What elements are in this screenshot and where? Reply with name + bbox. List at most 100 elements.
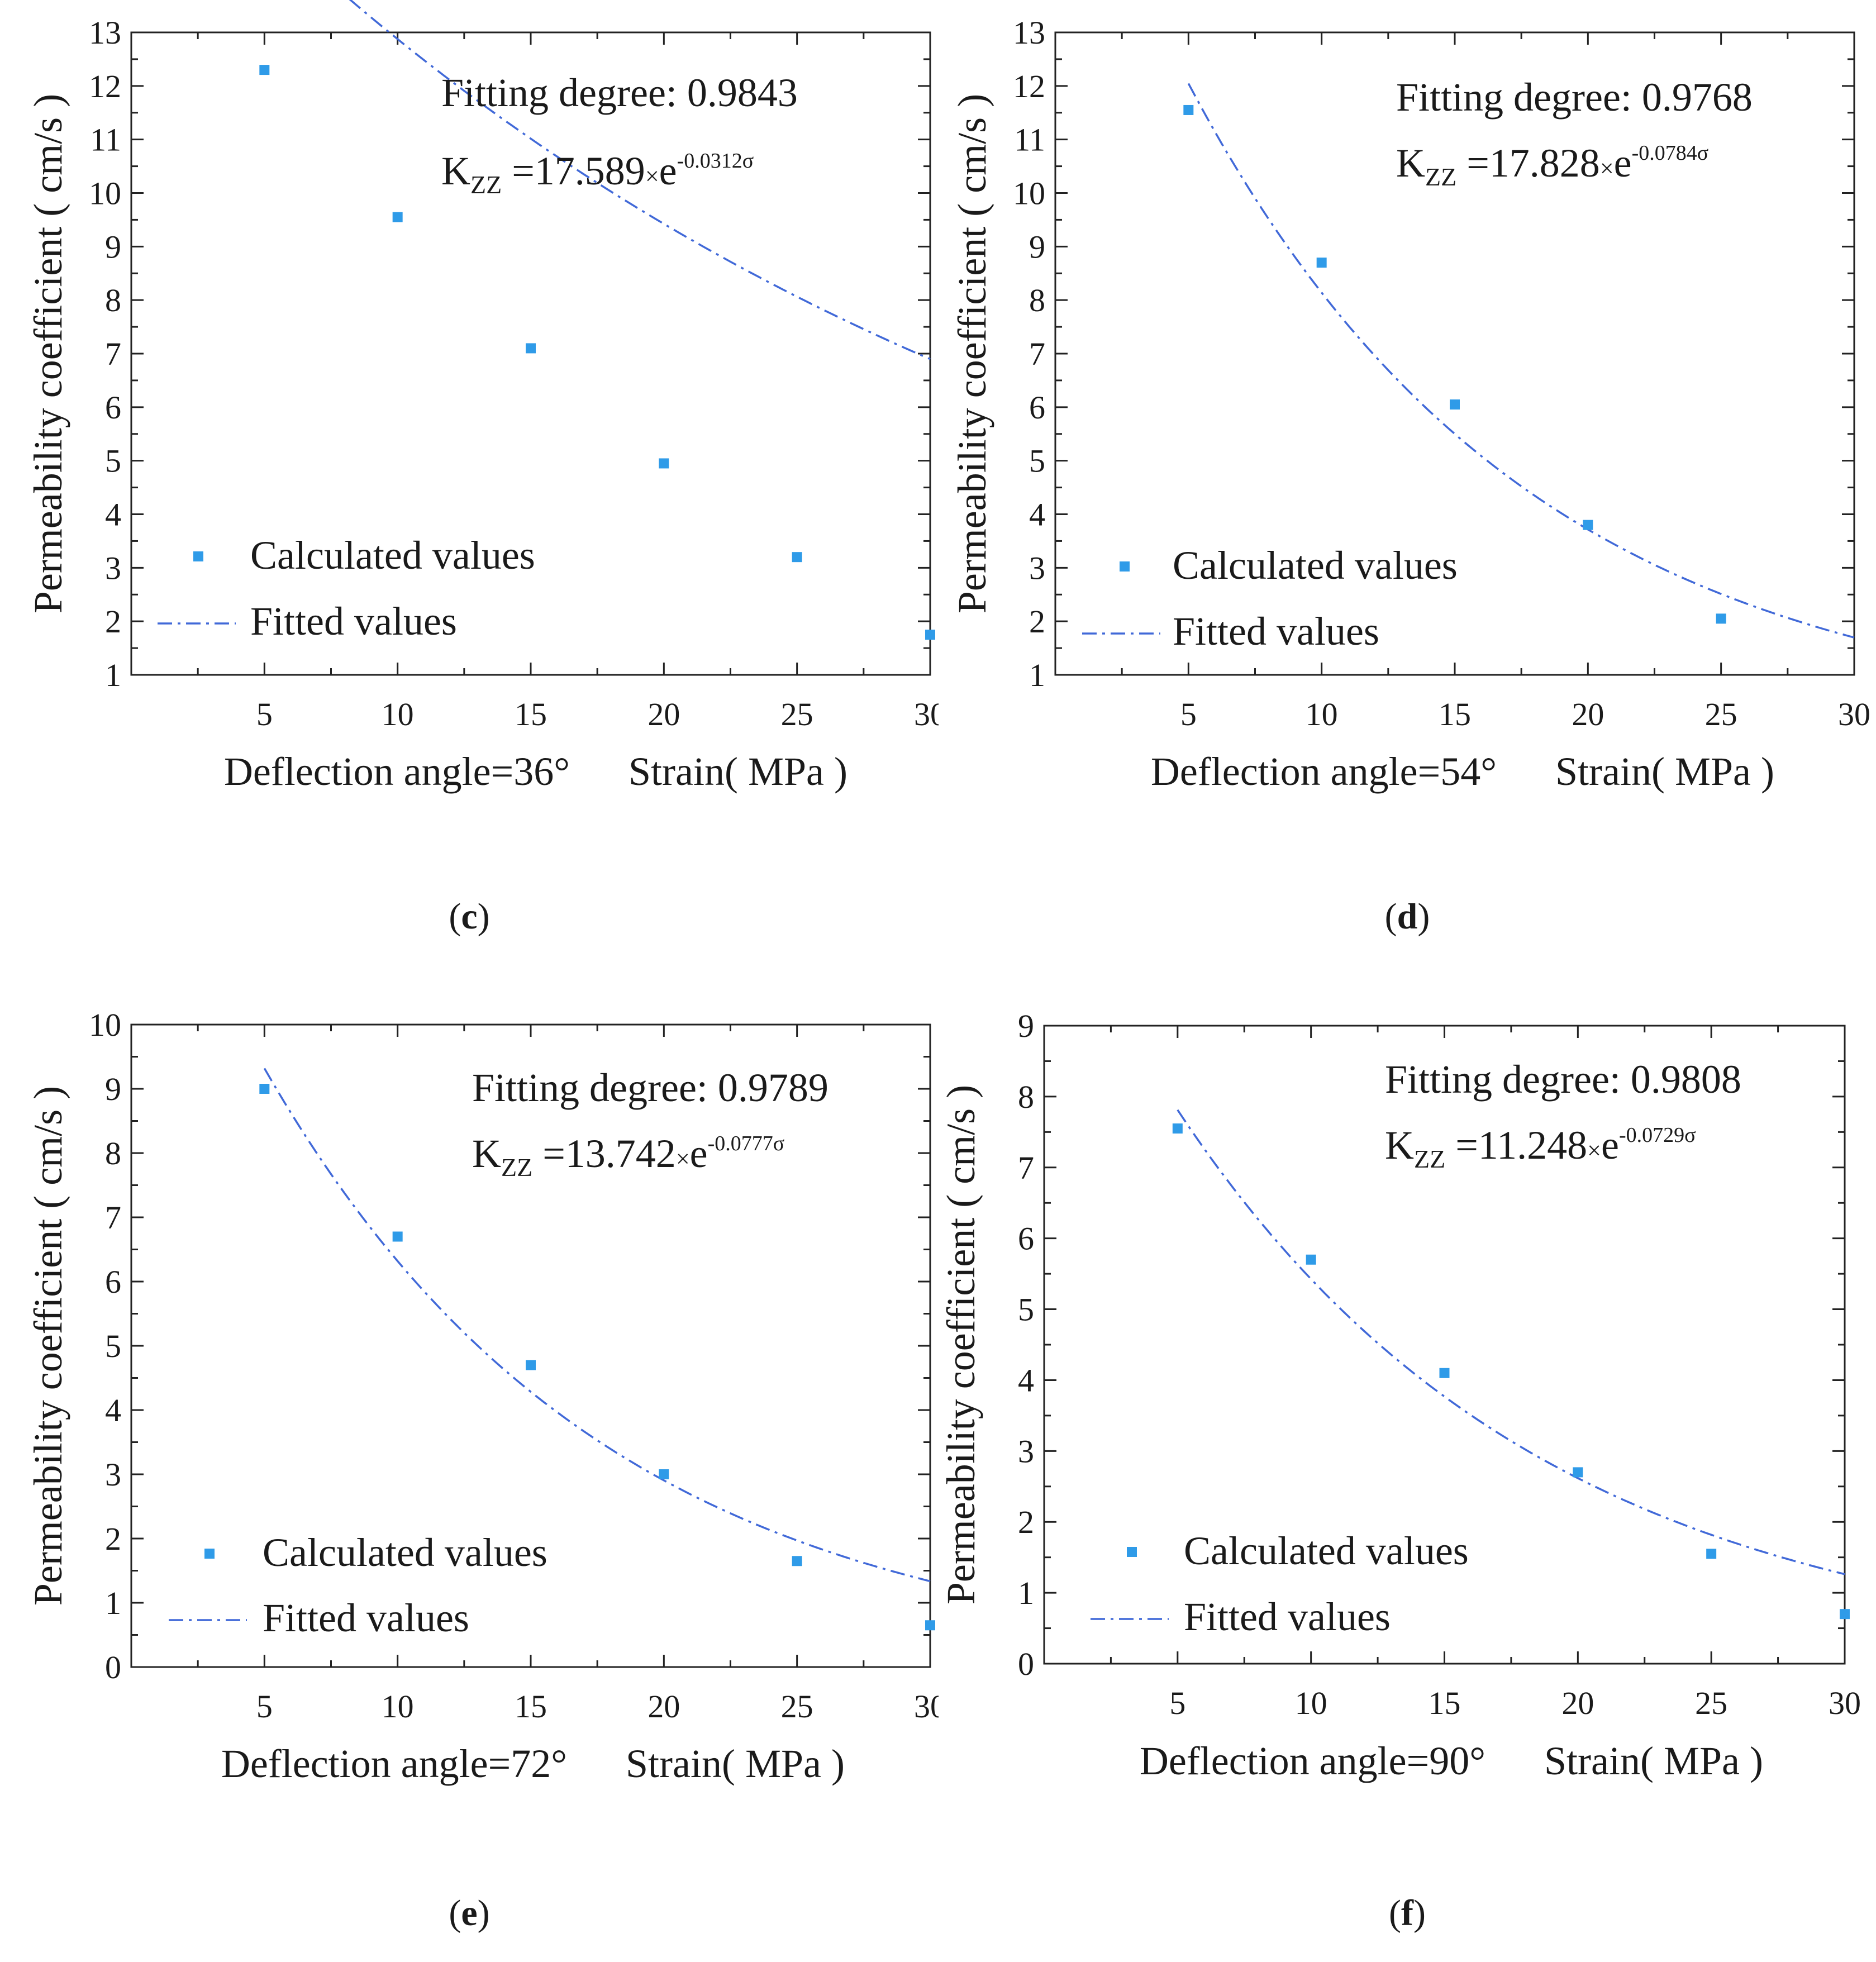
chart-e-y-tick-label: 7 (105, 1199, 121, 1236)
chart-c-legend-point-marker (193, 551, 203, 561)
chart-c-x-tick-label: 30 (914, 696, 939, 732)
chart-e-y-tick-label: 3 (105, 1456, 121, 1493)
chart-e-y-tick-label: 10 (89, 1007, 121, 1043)
chart-e-x-tick-label: 10 (382, 1688, 414, 1725)
chart-e-x-tick-label: 30 (914, 1688, 939, 1725)
chart-d-y-tick-label: 6 (1029, 389, 1045, 426)
chart-f-y-tick-label: 2 (1018, 1504, 1034, 1540)
chart-c-x-tick-label: 15 (515, 696, 547, 732)
chart-c-y-tick-label: 2 (105, 603, 121, 640)
chart-e-fitting-degree: Fitting degree: 0.9789 (472, 1065, 829, 1110)
chart-c-y-tick-label: 11 (90, 122, 121, 158)
chart-f-y-tick-label: 5 (1018, 1292, 1034, 1328)
chart-d-y-axis-label: Permeability coefficient ( cm/s ) (950, 94, 994, 613)
chart-panel-e: 5 10 15 20 25 30 0 1 2 3 4 5 6 7 8 9 10 Permeability coef… (0, 981, 939, 1962)
chart-e-y-tick-label: 1 (105, 1585, 121, 1621)
chart-c-data-point (659, 458, 669, 469)
chart-c-y-tick-label: 8 (105, 282, 121, 318)
chart-f-legend-calculated: Calculated values (1184, 1528, 1469, 1573)
chart-c-fit-curve (349, 0, 931, 360)
chart-d-fitting-degree: Fitting degree: 0.9768 (1396, 75, 1753, 120)
chart-e-data-point (659, 1469, 669, 1479)
chart-c-legend-calculated: Calculated values (250, 533, 535, 578)
chart-c-y-axis-label: Permeability coefficient ( cm/s ) (26, 94, 70, 613)
chart-c-data-point (526, 343, 536, 354)
chart-f-x-tick-label: 15 (1429, 1685, 1461, 1721)
chart-c-x-tick-label: 5 (256, 696, 273, 732)
chart-f-x-tick-label: 5 (1169, 1685, 1185, 1721)
chart-c-y-tick-label: 6 (105, 389, 121, 426)
chart-c-legend-fitted: Fitted values (250, 599, 457, 644)
chart-d-y-tick-label: 12 (1013, 68, 1045, 104)
chart-e-x-axis-label-angle: Deflection angle=72° (221, 1741, 567, 1786)
chart-e-legend-fitted: Fitted values (263, 1596, 469, 1640)
chart-c-x-tick-label: 25 (781, 696, 813, 732)
chart-c-fitting-degree: Fitting degree: 0.9843 (441, 70, 798, 115)
chart-e-data-point (526, 1360, 536, 1370)
chart-d-y-tick-label: 8 (1029, 282, 1045, 318)
chart-d-y-tick-label: 10 (1013, 175, 1045, 212)
chart-c-data-point (792, 552, 802, 563)
chart-e-y-tick-label: 9 (105, 1071, 121, 1107)
chart-f-x-axis-label-strain: Strain( MPa ) (1544, 1739, 1763, 1783)
chart-f-data-point (1306, 1254, 1316, 1265)
chart-e-y-axis-label: Permeability coefficient ( cm/s ) (26, 1086, 70, 1606)
chart-e-y-tick-label: 2 (105, 1521, 121, 1557)
chart-c-data-point (392, 212, 403, 222)
chart-e-y-tick-label: 6 (105, 1264, 121, 1300)
chart-c-plot-frame (130, 31, 931, 676)
chart-e-data-point (259, 1084, 270, 1094)
chart-e-y-tick-label: 4 (105, 1392, 121, 1428)
chart-c-svg: 5 10 15 20 25 3012345678910111213Permeability… (26, 0, 939, 937)
chart-d-data-point (1583, 520, 1593, 530)
chart-f-y-tick-label: 7 (1018, 1150, 1034, 1186)
chart-c-x-axis-label-angle: Deflection angle=36° (224, 749, 570, 794)
chart-c-y-tick-label: 4 (105, 497, 121, 533)
chart-e-data-point (925, 1620, 935, 1631)
chart-d-x-tick-label: 30 (1838, 696, 1870, 732)
chart-c-y-tick-label: 9 (105, 228, 121, 265)
chart-f-y-tick-label: 9 (1018, 1008, 1034, 1044)
chart-c-y-tick-label: 1 (105, 657, 121, 693)
chart-e-fit-curve (263, 1068, 931, 1583)
chart-f-x-tick-label: 25 (1695, 1685, 1727, 1721)
chart-c-y-tick-label: 5 (105, 443, 121, 479)
chart-f-y-tick-label: 1 (1018, 1575, 1034, 1611)
chart-c-x-tick-label: 20 (647, 696, 680, 732)
chart-d-svg: 5 10 15 20 25 3012345678910111213Permeability… (950, 15, 1870, 937)
chart-f-data-point (1706, 1549, 1717, 1559)
chart-f-y-tick-label: 6 (1018, 1221, 1034, 1257)
chart-f-subfigure-label: (f) (1389, 1893, 1426, 1934)
chart-d-data-point (1450, 399, 1460, 410)
chart-f-data-point (1439, 1368, 1450, 1378)
chart-f-y-axis-label: Permeability coefficient ( cm/s ) (939, 1085, 983, 1604)
chart-e-fit-formula: KZZ =13.742×e-0.0777σ (472, 1131, 784, 1182)
chart-e-data-point (392, 1231, 403, 1242)
chart-c-data-point (925, 630, 935, 640)
chart-d-legend-calculated: Calculated values (1173, 543, 1458, 588)
chart-d-fit-formula: KZZ =17.828×e-0.0784σ (1396, 141, 1708, 191)
chart-e-y-tick-label: 5 (105, 1328, 121, 1364)
chart-d-y-tick-label: 9 (1029, 228, 1045, 265)
chart-e-data-point (792, 1556, 802, 1566)
chart-d-x-tick-label: 25 (1705, 696, 1737, 732)
chart-f-x-tick-label: 20 (1561, 1685, 1594, 1721)
chart-d-x-axis-label-strain: Strain( MPa ) (1555, 749, 1774, 794)
chart-e-x-axis-label-strain: Strain( MPa ) (626, 1741, 845, 1786)
chart-d-y-tick-label: 3 (1029, 550, 1045, 586)
chart-panel-d: 5 10 15 20 25 30 1 2 3 4 5 6 7 8 9 10 11 12 13 Permeability… (938, 0, 1876, 981)
chart-d-legend-fitted: Fitted values (1173, 609, 1379, 654)
chart-d-data-point (1316, 258, 1327, 268)
chart-e-legend-point-marker (204, 1549, 215, 1559)
chart-f-y-tick-label: 3 (1018, 1433, 1034, 1469)
chart-d-fit-curve (1187, 83, 1855, 639)
chart-d-y-tick-label: 4 (1029, 497, 1045, 533)
chart-d-y-tick-label: 13 (1013, 15, 1045, 51)
chart-d-legend-point-marker (1120, 561, 1130, 572)
chart-e-legend-calculated: Calculated values (263, 1530, 547, 1575)
chart-e-svg: 5 10 15 20 25 30 0 1 2 3 4 5 6 7 8 9 10 Permeability coef… (26, 1007, 939, 1934)
chart-e-x-tick-label: 5 (256, 1688, 273, 1725)
chart-d-x-tick-label: 15 (1439, 696, 1471, 732)
chart-c-y-tick-label: 10 (89, 175, 121, 212)
chart-c-x-tick-label: 10 (382, 696, 414, 732)
